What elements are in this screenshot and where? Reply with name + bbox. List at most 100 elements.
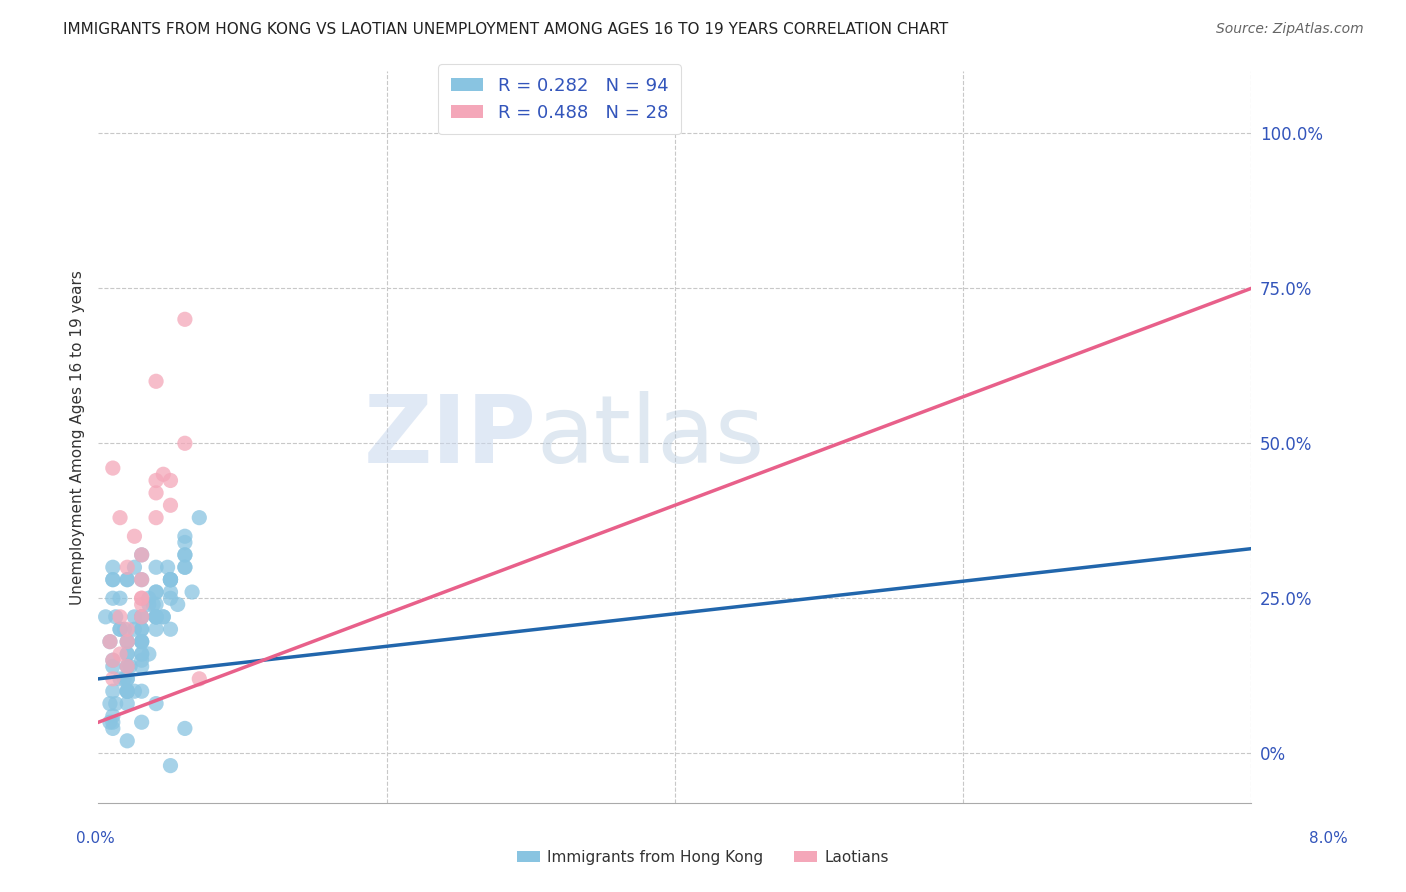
Point [152, 467, 174, 482]
Point [174, 436, 197, 450]
Point [101, 722, 124, 736]
Point [174, 535, 197, 549]
Point [145, 610, 167, 624]
Point [138, 647, 160, 661]
Point [131, 634, 153, 648]
Point [131, 548, 153, 562]
Point [117, 672, 139, 686]
Point [117, 684, 139, 698]
Point [101, 461, 124, 475]
Point [131, 622, 153, 636]
Point [131, 684, 153, 698]
Point [174, 529, 197, 543]
Point [138, 591, 160, 606]
Point [159, 758, 181, 772]
Point [145, 610, 167, 624]
Point [117, 734, 139, 748]
Point [101, 672, 124, 686]
Text: 0.0%: 0.0% [76, 831, 115, 846]
Point [101, 684, 124, 698]
Point [152, 610, 174, 624]
Point [131, 659, 153, 673]
Point [159, 622, 181, 636]
Point [104, 610, 127, 624]
Point [131, 610, 153, 624]
Point [124, 560, 146, 574]
Point [117, 684, 139, 698]
Point [174, 548, 197, 562]
Point [131, 548, 153, 562]
Point [174, 560, 197, 574]
Point [145, 585, 167, 599]
Point [117, 647, 139, 661]
Point [145, 510, 167, 524]
Point [104, 697, 127, 711]
Point [117, 684, 139, 698]
Point [101, 715, 124, 730]
Point [101, 659, 124, 673]
Point [101, 591, 124, 606]
Point [112, 672, 135, 686]
Text: 8.0%: 8.0% [1309, 831, 1348, 846]
Point [159, 573, 181, 587]
Point [131, 573, 153, 587]
Point [108, 622, 131, 636]
Point [131, 634, 153, 648]
Point [108, 622, 131, 636]
Point [159, 573, 181, 587]
Point [108, 647, 131, 661]
Point [188, 672, 211, 686]
Point [145, 610, 167, 624]
Text: atlas: atlas [537, 391, 765, 483]
Point [131, 610, 153, 624]
Point [112, 622, 135, 636]
Point [159, 585, 181, 599]
Point [152, 610, 174, 624]
Point [174, 560, 197, 574]
Point [98, 634, 121, 648]
Text: Source: ZipAtlas.com: Source: ZipAtlas.com [1216, 22, 1364, 37]
Point [108, 610, 131, 624]
Point [174, 548, 197, 562]
Point [145, 585, 167, 599]
Point [117, 573, 139, 587]
Point [131, 598, 153, 612]
Point [145, 474, 167, 488]
Point [117, 647, 139, 661]
Point [131, 715, 153, 730]
Point [101, 560, 124, 574]
Point [101, 653, 124, 667]
Point [159, 591, 181, 606]
Point [117, 659, 139, 673]
Point [131, 573, 153, 587]
Point [131, 634, 153, 648]
Point [94, 610, 117, 624]
Point [117, 634, 139, 648]
Point [145, 622, 167, 636]
Text: IMMIGRANTS FROM HONG KONG VS LAOTIAN UNEMPLOYMENT AMONG AGES 16 TO 19 YEARS CORR: IMMIGRANTS FROM HONG KONG VS LAOTIAN UNE… [63, 22, 949, 37]
Point [131, 591, 153, 606]
Point [98, 634, 121, 648]
Point [159, 573, 181, 587]
Point [145, 374, 167, 388]
Point [98, 715, 121, 730]
Point [131, 591, 153, 606]
Point [131, 653, 153, 667]
Point [101, 709, 124, 723]
Point [145, 697, 167, 711]
Point [145, 610, 167, 624]
Point [124, 610, 146, 624]
Point [117, 634, 139, 648]
Point [159, 474, 181, 488]
Point [117, 622, 139, 636]
Point [108, 591, 131, 606]
Point [138, 598, 160, 612]
Point [166, 598, 188, 612]
Point [101, 573, 124, 587]
Point [145, 486, 167, 500]
Point [156, 560, 179, 574]
Point [131, 622, 153, 636]
Point [117, 560, 139, 574]
Point [142, 598, 165, 612]
Point [188, 510, 211, 524]
